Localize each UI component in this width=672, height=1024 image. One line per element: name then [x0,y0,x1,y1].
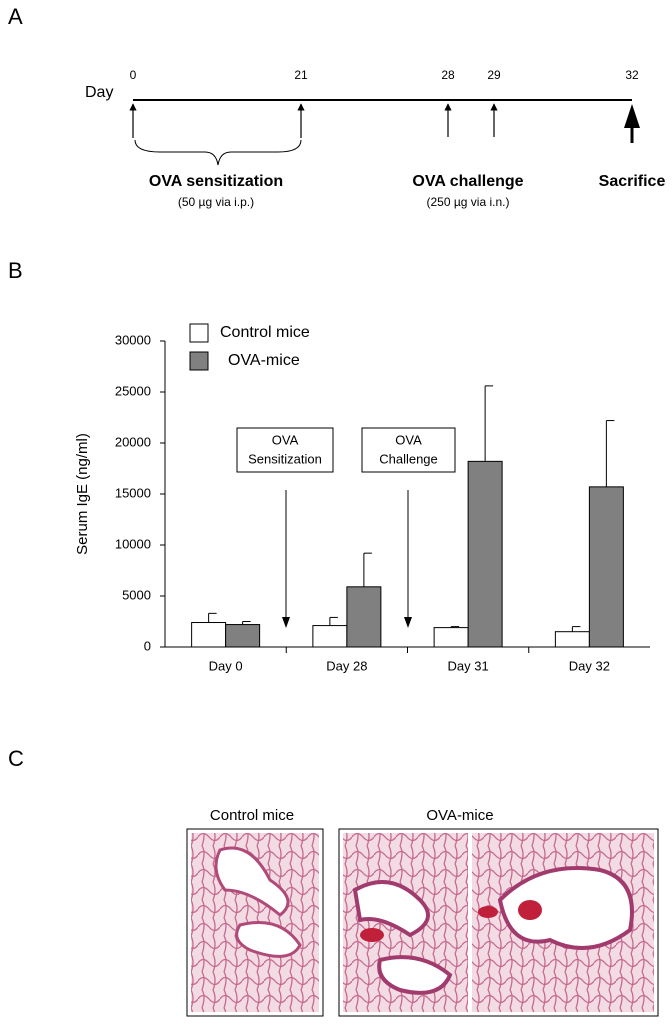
panel-label: C [8,746,24,771]
airway [497,866,634,950]
bar [312,625,348,648]
vessel [518,900,542,920]
annotation-text: Challenge [379,451,438,466]
x-tick-label: Day 28 [326,658,367,673]
annotation-arrowhead [404,617,412,628]
timeline-label: Day [85,84,113,101]
event-title: Sacrifice [599,173,666,190]
annotation-text: OVA [395,432,422,447]
annotation-box [361,427,456,473]
event-detail: (250 µg via i.n.) [427,195,510,209]
bar [433,627,469,648]
event-title: OVA challenge [412,173,523,190]
airway [352,880,453,995]
annotation-box [236,427,334,473]
frame [186,828,324,1017]
legend-swatch [189,351,209,371]
event-title: OVA sensitization [149,173,283,190]
y-tick-label: 30000 [115,332,151,347]
event-detail: (50 µg via i.p.) [178,195,254,209]
brace [134,139,302,166]
image-label: OVA-mice [426,807,493,824]
sacrifice-arrowhead [624,104,640,128]
y-tick-label: 20000 [115,434,151,449]
bar [588,486,624,648]
day-label: 21 [294,68,308,82]
vessel [360,928,384,942]
x-tick-label: Day 0 [209,658,243,673]
legend-swatch [189,323,209,343]
annotation-arrowhead [282,617,290,628]
day-label: 32 [625,68,639,82]
legend-label: Control mice [220,324,310,341]
panel-label: A [8,4,23,29]
y-tick-label: 0 [144,638,151,653]
x-tick-label: Day 32 [569,658,610,673]
day-label: 28 [441,68,455,82]
bar [191,622,227,648]
bar [554,631,590,648]
airway [214,846,302,958]
panel-label: B [8,258,23,283]
y-tick-label: 10000 [115,536,151,551]
bar [467,460,503,648]
frame [338,828,659,1017]
y-tick-label: 15000 [115,485,151,500]
y-axis-label: Serum IgE (ng/ml) [74,433,91,555]
day-label: 29 [487,68,501,82]
image-label: Control mice [210,807,294,824]
y-tick-label: 5000 [122,587,151,602]
day-label: 0 [130,68,137,82]
y-tick-label: 25000 [115,383,151,398]
bar [225,624,261,648]
x-tick-label: Day 31 [448,658,489,673]
legend-label: OVA-mice [228,352,300,369]
annotation-text: OVA [272,432,299,447]
bar [346,586,382,648]
annotation-text: Sensitization [248,451,322,466]
vessel [478,906,498,918]
